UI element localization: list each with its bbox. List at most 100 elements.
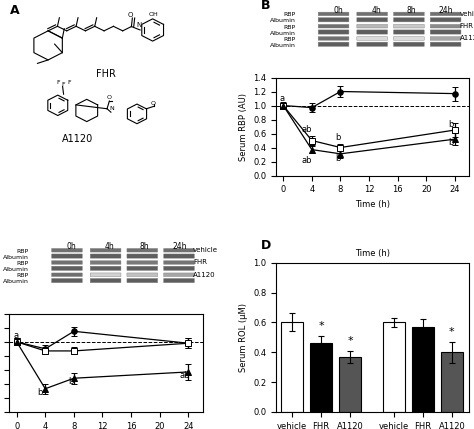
Text: RBP: RBP xyxy=(283,12,295,17)
FancyBboxPatch shape xyxy=(430,24,461,28)
FancyBboxPatch shape xyxy=(393,36,424,40)
Text: Albumin: Albumin xyxy=(3,279,29,284)
FancyBboxPatch shape xyxy=(52,266,82,270)
FancyBboxPatch shape xyxy=(430,36,461,40)
Text: 0h: 0h xyxy=(66,242,76,251)
Text: Albumin: Albumin xyxy=(270,18,295,24)
Text: F: F xyxy=(62,82,65,88)
X-axis label: Time (h): Time (h) xyxy=(355,200,390,209)
Text: b: b xyxy=(335,154,340,163)
Text: 0h: 0h xyxy=(333,6,343,15)
FancyBboxPatch shape xyxy=(357,30,388,34)
FancyBboxPatch shape xyxy=(52,273,82,277)
Text: RBP: RBP xyxy=(17,248,29,254)
Text: 8h: 8h xyxy=(407,6,416,15)
FancyBboxPatch shape xyxy=(90,248,121,252)
Text: OH: OH xyxy=(149,12,158,17)
Text: Albumin: Albumin xyxy=(3,255,29,260)
FancyBboxPatch shape xyxy=(393,24,424,28)
FancyBboxPatch shape xyxy=(430,18,461,22)
Text: Albumin: Albumin xyxy=(3,267,29,272)
Text: RBP: RBP xyxy=(17,261,29,266)
Text: a: a xyxy=(280,94,285,103)
Text: b: b xyxy=(449,138,454,147)
Text: *: * xyxy=(347,336,353,346)
FancyBboxPatch shape xyxy=(164,261,194,264)
FancyBboxPatch shape xyxy=(90,266,121,270)
FancyBboxPatch shape xyxy=(164,273,194,277)
FancyBboxPatch shape xyxy=(430,30,461,34)
Text: Albumin: Albumin xyxy=(270,43,295,48)
FancyBboxPatch shape xyxy=(127,248,158,252)
Text: A: A xyxy=(9,4,19,17)
Text: ab: ab xyxy=(180,371,190,380)
FancyBboxPatch shape xyxy=(52,261,82,264)
Text: A1120: A1120 xyxy=(62,134,93,145)
Text: b: b xyxy=(68,377,73,386)
Bar xyxy=(441,352,463,412)
Text: b: b xyxy=(335,133,340,142)
Text: O: O xyxy=(107,95,112,100)
FancyBboxPatch shape xyxy=(90,278,121,283)
Text: A1120: A1120 xyxy=(460,35,474,41)
FancyBboxPatch shape xyxy=(164,266,194,270)
Bar xyxy=(412,327,434,412)
FancyBboxPatch shape xyxy=(393,12,424,16)
Text: RBP: RBP xyxy=(283,24,295,30)
Text: 4h: 4h xyxy=(105,242,115,251)
Y-axis label: Serum RBP (AU): Serum RBP (AU) xyxy=(238,93,247,160)
FancyBboxPatch shape xyxy=(430,42,461,46)
FancyBboxPatch shape xyxy=(393,30,424,34)
Text: O: O xyxy=(151,101,156,106)
FancyBboxPatch shape xyxy=(357,12,388,16)
Text: RBP: RBP xyxy=(283,37,295,42)
FancyBboxPatch shape xyxy=(164,248,194,252)
Text: vehicle: vehicle xyxy=(460,11,474,17)
FancyBboxPatch shape xyxy=(318,24,349,28)
Text: N: N xyxy=(109,106,114,112)
Text: Time (h): Time (h) xyxy=(355,249,390,258)
Text: a: a xyxy=(13,331,18,340)
FancyBboxPatch shape xyxy=(52,278,82,283)
Text: vehicle: vehicle xyxy=(193,247,218,253)
FancyBboxPatch shape xyxy=(318,42,349,46)
FancyBboxPatch shape xyxy=(90,261,121,264)
Text: B: B xyxy=(261,0,270,12)
FancyBboxPatch shape xyxy=(393,42,424,46)
FancyBboxPatch shape xyxy=(164,254,194,258)
FancyBboxPatch shape xyxy=(318,36,349,40)
FancyBboxPatch shape xyxy=(318,12,349,16)
FancyBboxPatch shape xyxy=(127,266,158,270)
Text: ab: ab xyxy=(301,156,312,165)
Text: 24h: 24h xyxy=(172,242,187,251)
FancyBboxPatch shape xyxy=(90,254,121,258)
Text: Albumin: Albumin xyxy=(270,30,295,36)
Text: b: b xyxy=(37,388,43,397)
FancyBboxPatch shape xyxy=(127,254,158,258)
FancyBboxPatch shape xyxy=(127,278,158,283)
FancyBboxPatch shape xyxy=(318,18,349,22)
FancyBboxPatch shape xyxy=(90,273,121,277)
Bar xyxy=(339,356,361,412)
FancyBboxPatch shape xyxy=(357,18,388,22)
FancyBboxPatch shape xyxy=(357,42,388,46)
Text: *: * xyxy=(318,321,324,331)
FancyBboxPatch shape xyxy=(393,18,424,22)
FancyBboxPatch shape xyxy=(52,248,82,252)
Bar xyxy=(310,343,332,412)
FancyBboxPatch shape xyxy=(127,273,158,277)
Text: A1120: A1120 xyxy=(193,272,216,278)
Text: b: b xyxy=(449,120,454,129)
Text: 4h: 4h xyxy=(372,6,382,15)
Text: RBP: RBP xyxy=(17,273,29,278)
Text: FHR: FHR xyxy=(193,260,207,266)
Text: F: F xyxy=(57,80,61,85)
FancyBboxPatch shape xyxy=(127,261,158,264)
Bar xyxy=(383,322,405,412)
Text: F: F xyxy=(67,80,71,85)
Text: O: O xyxy=(128,12,133,18)
FancyBboxPatch shape xyxy=(430,12,461,16)
Text: ab: ab xyxy=(301,125,312,134)
Text: FHR: FHR xyxy=(96,69,116,79)
FancyBboxPatch shape xyxy=(318,30,349,34)
